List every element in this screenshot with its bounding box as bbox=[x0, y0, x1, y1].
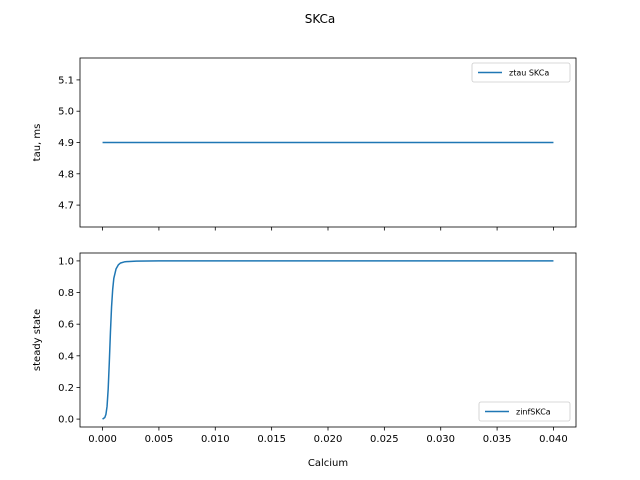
ax0-legend-box bbox=[471, 62, 571, 83]
ax1-legend: zinfSKCa bbox=[478, 401, 571, 422]
ax1-xtick-label: 0.010 bbox=[201, 434, 230, 445]
ax1-yticks: 0.0 0.2 0.4 0.6 0.8 1.0 bbox=[58, 256, 80, 426]
ax1-ytick-label: 0.8 bbox=[58, 288, 74, 299]
ax1-lines bbox=[102, 260, 554, 420]
ax0-ytick-label: 4.8 bbox=[58, 169, 74, 180]
ax1-xtick-label: 0.030 bbox=[426, 434, 455, 445]
ax1-ylabel: steady state bbox=[32, 309, 43, 371]
ax0-yticks: 4.7 4.8 4.9 5.0 5.1 bbox=[58, 75, 80, 212]
ax1-series-line-0 bbox=[102, 260, 554, 420]
ax1-xticks: 0.000 0.005 0.010 0.015 0.020 0.025 0.030 0.035… bbox=[88, 427, 568, 445]
ax0-legend: ztau SKCa bbox=[471, 62, 571, 83]
ax0-ytick-label: 4.7 bbox=[58, 201, 74, 212]
ax0-ytick-label: 4.9 bbox=[58, 138, 74, 149]
ax1-xlabel: Calcium bbox=[308, 458, 348, 469]
ax0-legend-label: ztau SKCa bbox=[509, 69, 549, 78]
ax1-xtick-label: 0.025 bbox=[370, 434, 399, 445]
ax1-ytick-label: 0.4 bbox=[58, 351, 74, 362]
ax0-ytick-label: 5.0 bbox=[58, 107, 74, 118]
ax1-legend-label: zinfSKCa bbox=[516, 408, 551, 417]
ax0-xticks bbox=[102, 227, 554, 231]
ax1-ytick-label: 1.0 bbox=[58, 256, 74, 267]
ax1-xtick-label: 0.020 bbox=[314, 434, 343, 445]
ax1-ytick-label: 0.6 bbox=[58, 320, 74, 331]
ax0-ylabel: tau, ms bbox=[32, 124, 43, 162]
ax1-xtick-label: 0.040 bbox=[539, 434, 568, 445]
ax1-xtick-label: 0.005 bbox=[145, 434, 174, 445]
ax1-xtick-label: 0.000 bbox=[88, 434, 117, 445]
ax1-ytick-label: 0.0 bbox=[58, 415, 74, 426]
figure-title: SKCa bbox=[305, 12, 336, 26]
ax1-xtick-label: 0.015 bbox=[257, 434, 286, 445]
ax1-xtick-label: 0.035 bbox=[483, 434, 512, 445]
ax1-legend-box bbox=[478, 401, 571, 422]
subplot-tau: 4.7 4.8 4.9 5.0 5.1 tau, ms ztau SKCa bbox=[32, 57, 577, 231]
ax1-ytick-label: 0.2 bbox=[58, 383, 74, 394]
subplot-steady-state: 0.000 0.005 0.010 0.015 0.020 0.025 0.030 0.035… bbox=[32, 252, 577, 469]
ax0-ytick-label: 5.1 bbox=[58, 75, 74, 86]
